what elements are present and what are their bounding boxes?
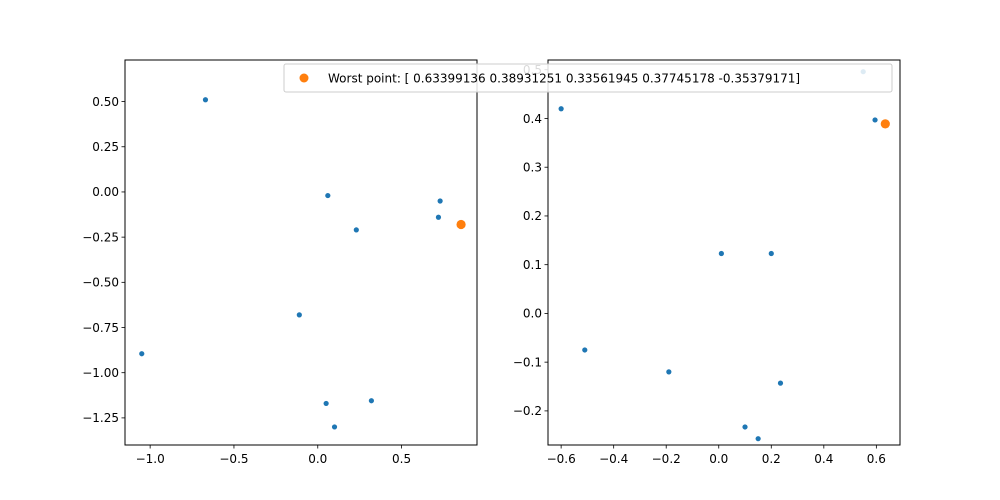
data-point [718,250,724,257]
legend-label: Worst point: [ 0.63399136 0.38931251 0.3… [328,72,800,86]
data-point [666,369,672,375]
data-point [368,398,374,404]
y-tick-label: −0.1 [513,355,542,369]
y-tick-label: 0.4 [523,112,542,126]
data-point [582,347,588,353]
x-tick-label: 0.0 [709,452,728,466]
left-scatter-plot: −1.0 −0.5 0.0 0.5 0.50 0.25 0.00 −0.25 −0.50 −0.7… [82,59,478,466]
y-tick-label: 0.25 [92,140,119,154]
x-tick-label: −0.5 [219,452,248,466]
y-tick-label: 0.1 [523,258,542,272]
x-tick-label: −0.6 [547,452,576,466]
y-tick-label: 0.00 [92,185,119,199]
legend-box [283,63,893,93]
axes-frame [124,59,478,446]
y-tick-label: −1.00 [82,366,119,380]
data-point [437,198,443,204]
data-point [755,436,761,442]
worst-point-marker [456,219,466,230]
data-point [742,424,748,430]
data-point [872,117,878,123]
x-tick-label: −1.0 [136,452,165,466]
data-point [331,424,338,430]
x-tick-label: 0.2 [762,452,781,466]
x-tick-label: 0.4 [814,452,833,466]
legend-marker [299,73,309,83]
y-tick-label: −1.25 [82,411,119,425]
axes-frame [547,59,901,446]
data-point [558,106,564,112]
data-point [202,97,209,103]
y-tick-label: −0.2 [513,404,542,418]
data-point [777,380,784,386]
x-tick-label: 0.6 [867,452,886,466]
data-point [325,192,331,199]
x-tick-label: 0.5 [392,452,411,466]
y-tick-label: −0.25 [82,230,119,244]
legend: Worst point: [ 0.63399136 0.38931251 0.3… [283,63,893,93]
y-tick-label: 0.50 [92,95,119,109]
data-point [768,250,774,257]
y-tick-label: 0.3 [523,161,542,175]
x-tick-label: 0.0 [308,452,327,466]
right-scatter-plot: −0.6−0.4−0.20.00.20.40.60.50.40.30.20.10… [513,59,901,466]
data-point [323,400,329,407]
y-tick-label: 0.0 [523,307,542,321]
data-point [139,351,145,357]
y-tick-label: 0.2 [523,209,542,223]
data-point [435,214,442,220]
y-tick-label: −0.75 [82,321,119,335]
y-tick-label: −0.50 [82,276,119,290]
worst-point-marker [880,119,890,129]
data-point [296,312,302,318]
x-tick-label: −0.4 [599,452,628,466]
data-point [353,227,359,233]
x-tick-label: −0.2 [652,452,681,466]
